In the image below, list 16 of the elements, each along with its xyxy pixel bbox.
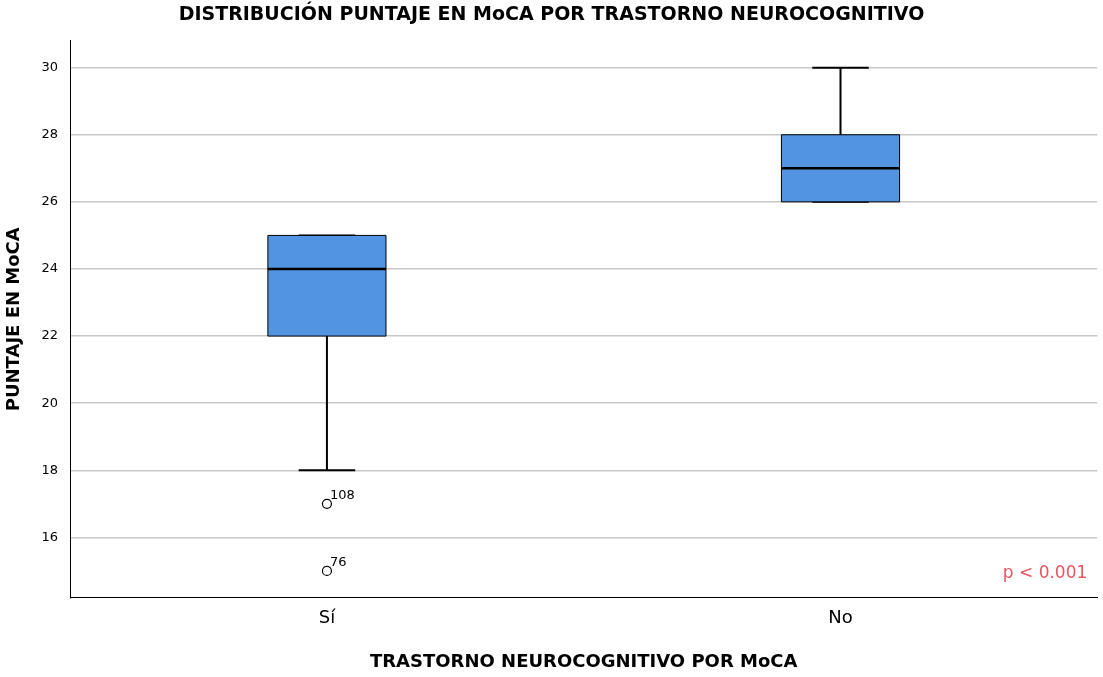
- y-tick-label: 18: [41, 461, 59, 477]
- y-tick-label: 28: [41, 126, 59, 142]
- y-tick-label: 20: [41, 394, 59, 410]
- y-axis-title: PUNTAJE EN MoCA: [2, 227, 24, 412]
- y-tick-label: 26: [41, 193, 59, 209]
- y-tick-label: 22: [41, 327, 59, 343]
- annotation: p < 0.001: [1002, 561, 1088, 582]
- annotation: 108: [329, 486, 355, 502]
- y-tick-label: 16: [41, 528, 59, 544]
- x-tick-label: No: [828, 606, 853, 628]
- y-tick-label: 24: [41, 260, 59, 276]
- chart-title: DISTRIBUCIÓN PUNTAJE EN MoCA POR TRASTORNO NEUROCOGNITIVO: [178, 1, 925, 25]
- x-axis-title: TRASTORNO NEUROCOGNITIVO POR MoCA: [369, 649, 798, 671]
- annotation: 76: [329, 553, 347, 569]
- x-tick-label: Sí: [318, 606, 337, 628]
- y-tick-label: 30: [41, 59, 59, 75]
